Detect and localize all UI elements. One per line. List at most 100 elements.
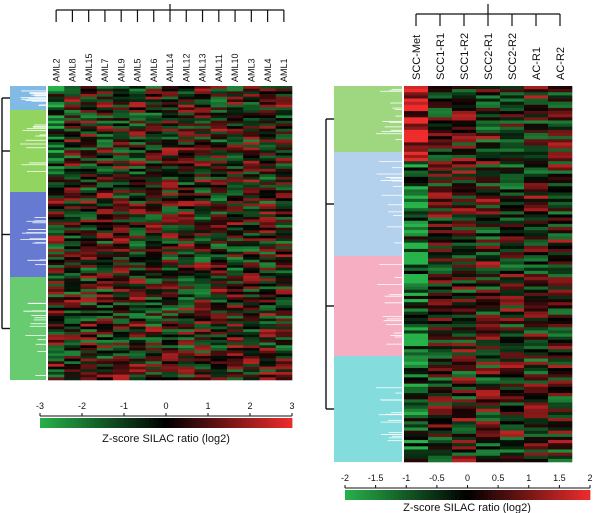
heatmap-cell — [178, 270, 195, 274]
heatmap-cell — [48, 230, 65, 234]
heatmap-cell — [48, 233, 65, 236]
heatmap-cell — [48, 339, 65, 343]
heatmap-cell — [243, 134, 260, 138]
heatmap-cell — [500, 208, 525, 212]
heatmap-cell — [210, 318, 228, 322]
heatmap-cell — [48, 273, 65, 277]
heatmap-cell — [243, 91, 260, 95]
heatmap-cell — [524, 126, 549, 131]
heatmap-cell — [275, 305, 293, 309]
heatmap-cell — [161, 198, 179, 202]
heatmap-cell — [500, 117, 525, 121]
heatmap-cell — [452, 233, 477, 237]
heatmap-cell — [275, 283, 293, 287]
heatmap-cell — [96, 305, 114, 309]
heatmap-cell — [145, 219, 163, 223]
heatmap-cell — [210, 350, 228, 354]
heatmap-cell — [194, 118, 211, 122]
heatmap-cell — [48, 369, 65, 373]
heatmap-cell — [500, 433, 525, 438]
heatmap-cell — [113, 345, 130, 349]
heatmap-cell — [476, 180, 501, 184]
heatmap-cell — [524, 280, 549, 284]
heatmap-cell — [275, 182, 293, 186]
heatmap-cell — [96, 353, 114, 357]
heatmap-cell — [145, 254, 163, 258]
heatmap-cell — [129, 355, 146, 359]
heatmap-cell — [161, 337, 179, 341]
heatmap-cell — [80, 187, 98, 191]
heatmap-cell — [500, 89, 525, 93]
heatmap-cell — [452, 289, 477, 294]
heatmap-cell — [500, 292, 525, 297]
heatmap-cell — [161, 334, 179, 338]
heatmap-cell — [548, 346, 573, 350]
heatmap-cell — [259, 187, 277, 191]
heatmap-cell — [259, 310, 277, 314]
heatmap-cell — [259, 214, 277, 218]
heatmap-cell — [452, 324, 477, 328]
heatmap-cell — [275, 313, 293, 317]
heatmap-cell — [145, 214, 163, 218]
heatmap-cell — [210, 190, 228, 194]
heatmap-cell — [476, 280, 501, 284]
heatmap-cell — [476, 227, 501, 231]
heatmap-cell — [548, 389, 573, 394]
heatmap-cell — [275, 102, 293, 106]
heatmap-cell — [145, 96, 163, 100]
heatmap-cell — [275, 134, 293, 138]
heatmap-cell — [226, 353, 244, 357]
heatmap-cell — [178, 171, 195, 175]
heatmap-cell — [64, 144, 81, 148]
heatmap-cell — [428, 317, 453, 322]
heatmap-cell — [452, 418, 477, 422]
heatmap-cell — [275, 115, 293, 119]
heatmap-cell — [524, 223, 549, 228]
heatmap-cell — [80, 334, 98, 338]
heatmap-cell — [452, 317, 477, 322]
heatmap-cell — [243, 198, 260, 202]
row-cluster-band — [10, 277, 46, 380]
heatmap-cell — [476, 311, 501, 316]
heatmap-cell — [500, 227, 525, 231]
heatmap-cell — [210, 313, 228, 317]
heatmap-cell — [259, 283, 277, 287]
heatmap-cell — [129, 342, 146, 346]
heatmap-cell — [428, 136, 453, 140]
heatmap-cell — [259, 339, 277, 343]
heatmap-cell — [113, 102, 130, 106]
heatmap-cell — [404, 289, 429, 294]
heatmap-cell — [548, 242, 573, 247]
heatmap-cell — [452, 239, 477, 243]
heatmap-cell — [161, 179, 179, 183]
heatmap-cell — [161, 270, 179, 274]
heatmap-cell — [524, 383, 549, 388]
heatmap-cell — [194, 286, 211, 290]
heatmap-cell — [524, 101, 549, 106]
heatmap-cell — [129, 187, 146, 191]
heatmap-cell — [524, 167, 549, 171]
colorbar-segment — [145, 418, 150, 428]
heatmap-cell — [428, 377, 453, 381]
heatmap-cell — [428, 164, 453, 168]
heatmap-cell — [524, 321, 549, 325]
heatmap-cell — [500, 305, 525, 309]
heatmap-cell — [80, 163, 98, 167]
heatmap-cell — [64, 203, 81, 207]
heatmap-cell — [64, 270, 81, 274]
heatmap-cell — [452, 286, 477, 290]
heatmap-cell — [194, 166, 211, 170]
heatmap-cell — [452, 405, 477, 410]
heatmap-cell — [428, 421, 453, 425]
heatmap-cell — [548, 380, 573, 384]
colorbar-segment — [119, 418, 125, 428]
heatmap-cell — [259, 115, 277, 119]
heatmap-cell — [404, 139, 429, 143]
heatmap-cell — [476, 148, 501, 153]
heatmap-cell — [548, 101, 573, 106]
heatmap-cell — [452, 389, 477, 394]
colorbar-segment — [430, 490, 436, 500]
heatmap-cell — [48, 334, 65, 338]
heatmap-cell — [259, 294, 277, 298]
heatmap-cell — [129, 361, 146, 365]
